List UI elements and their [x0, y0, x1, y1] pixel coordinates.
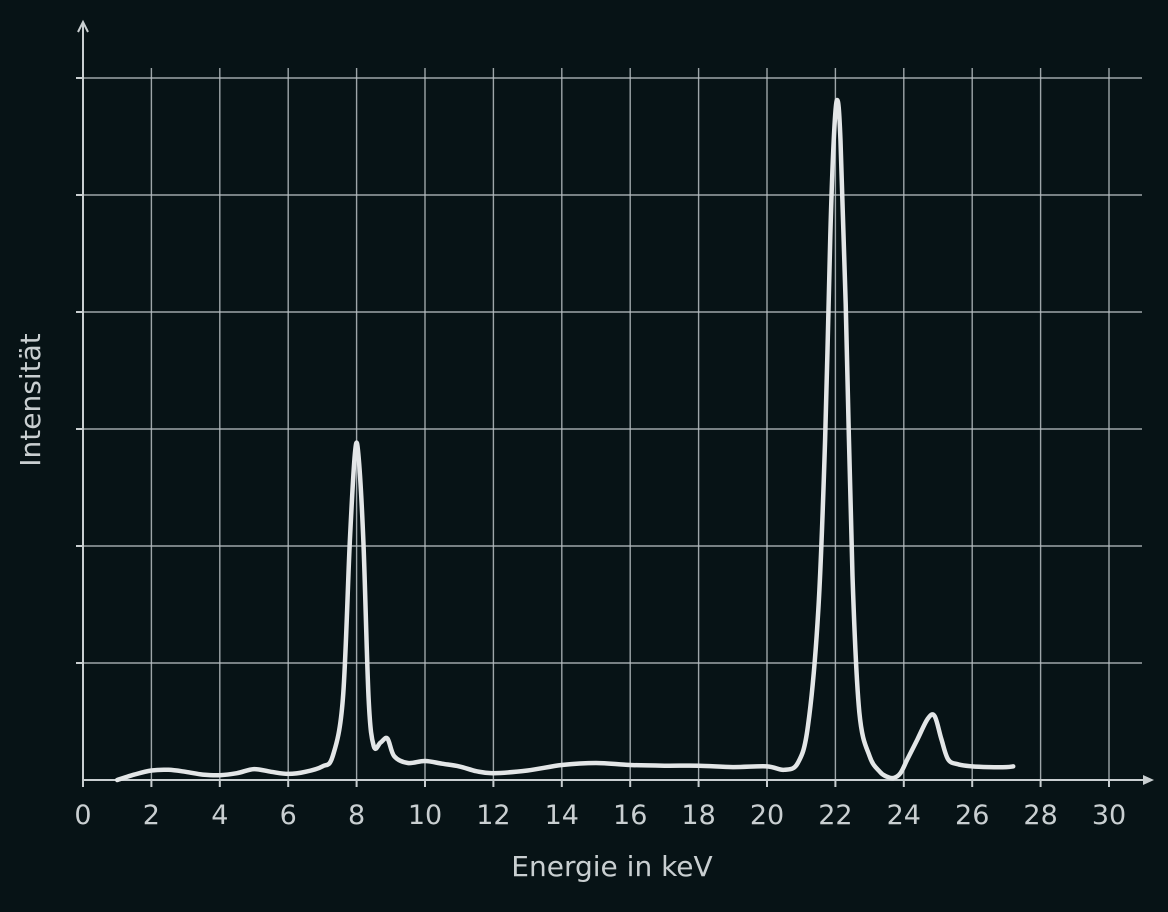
x-axis-arrowhead: [1143, 775, 1154, 785]
x-tick-label-20: 20: [750, 800, 784, 831]
x-tick-label-22: 22: [818, 800, 852, 831]
series-line-spectrum: [114, 97, 1016, 783]
x-tick-label-8: 8: [348, 800, 365, 831]
vertical-gridlines: [150, 68, 1110, 780]
x-tick-label-30: 30: [1092, 800, 1126, 831]
x-tick-label-24: 24: [887, 800, 921, 831]
x-tick-label-12: 12: [476, 800, 510, 831]
x-tick-label-4: 4: [211, 800, 228, 831]
x-tick-label-0: 0: [74, 800, 91, 831]
y-axis-title: Intensität: [14, 333, 47, 466]
x-tick-label-28: 28: [1023, 800, 1057, 831]
x-tick-label-6: 6: [280, 800, 297, 831]
x-tick-label-16: 16: [613, 800, 647, 831]
x-tick-label-18: 18: [681, 800, 715, 831]
x-tick-labels: 0 2 4 6 8 10 12 14 16 18 20 22 24 26 28 30: [74, 780, 1126, 831]
y-tick-marks: [76, 77, 83, 664]
horizontal-gridlines: [83, 77, 1142, 664]
x-tick-label-26: 26: [955, 800, 989, 831]
x-tick-label-14: 14: [545, 800, 579, 831]
y-axis-arrowhead: [77, 19, 89, 33]
x-axis-title: Energie in keV: [511, 850, 712, 883]
axes: [77, 19, 1154, 785]
x-tick-label-2: 2: [143, 800, 160, 831]
x-tick-label-10: 10: [408, 800, 442, 831]
